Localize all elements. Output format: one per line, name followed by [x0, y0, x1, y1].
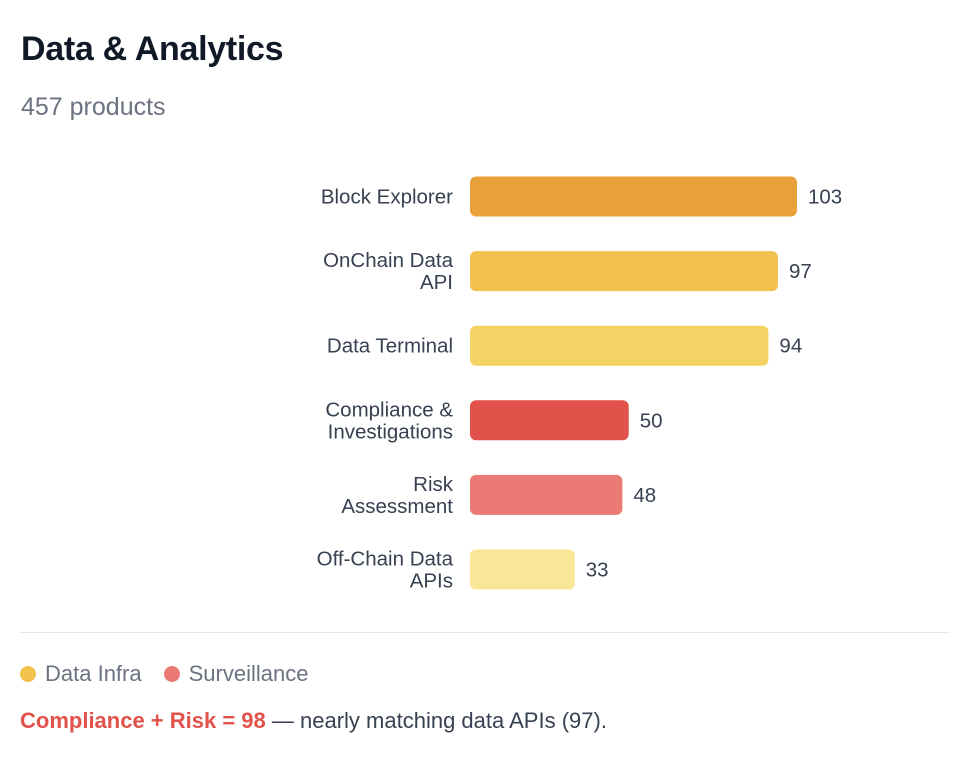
bar-block-explorer [470, 176, 797, 217]
bar-onchain-data-api [470, 251, 778, 292]
chart-title: Data & Analytics [21, 30, 284, 68]
category-label-block-explorer: Block Explorer [321, 186, 453, 209]
category-label-line: Data Terminal [327, 335, 453, 358]
value-label-compliance-and-investigations: 50 [640, 409, 663, 432]
category-label-risk-assessment: Risk Assessment [341, 473, 453, 518]
category-label-line: Off-Chain Data [317, 548, 454, 571]
bar-risk-assessment [470, 474, 623, 515]
insight-highlight: Compliance + Risk = 98 [20, 708, 266, 733]
category-label-line: Block Explorer [321, 186, 453, 209]
legend-dot-surveillance [163, 666, 180, 682]
legend-item-surveillance: Surveillance [163, 661, 309, 687]
legend: Data Infra Surveillance [20, 661, 308, 687]
value-label-data-terminal: 94 [779, 335, 802, 358]
divider [20, 632, 950, 633]
legend-label-surveillance: Surveillance [188, 661, 309, 686]
product-count: 457 products [21, 93, 166, 121]
category-label-data-terminal: Data Terminal [327, 335, 453, 358]
bar-data-terminal [470, 325, 769, 366]
category-label-line: Compliance & [325, 398, 453, 421]
category-label-line: API [420, 271, 453, 294]
bar-off-chain-data-apis [470, 549, 575, 590]
category-label-compliance-and-investigations: Compliance & Investigations [325, 398, 453, 443]
bar-chart: 103 Block Explorer 97 OnChain Data API 94 Data… [0, 160, 976, 600]
bar-chart-svg: 103 Block Explorer 97 OnChain Data API 94 Data… [317, 176, 842, 593]
value-label-risk-assessment: 48 [633, 484, 656, 507]
category-label-off-chain-data-apis: Off-Chain Data APIs [317, 548, 454, 593]
value-label-off-chain-data-apis: 33 [586, 559, 609, 582]
insight-note: Compliance + Risk = 98 — nearly matching… [20, 708, 607, 734]
legend-dot-data-infra [20, 666, 36, 682]
legend-label-data-infra: Data Infra [45, 661, 142, 686]
value-label-block-explorer: 103 [808, 186, 842, 209]
bar-compliance-and-investigations [470, 400, 629, 441]
category-label-line: Investigations [328, 420, 453, 443]
insight-text: — nearly matching data APIs (97). [265, 708, 607, 733]
category-label-onchain-data-api: OnChain Data API [323, 249, 454, 294]
category-label-line: APIs [410, 570, 453, 593]
category-label-line: OnChain Data [323, 249, 454, 272]
value-label-onchain-data-api: 97 [789, 260, 812, 283]
legend-item-data-infra: Data Infra [20, 661, 142, 687]
category-label-line: Risk [413, 473, 454, 496]
category-label-line: Assessment [341, 495, 453, 518]
